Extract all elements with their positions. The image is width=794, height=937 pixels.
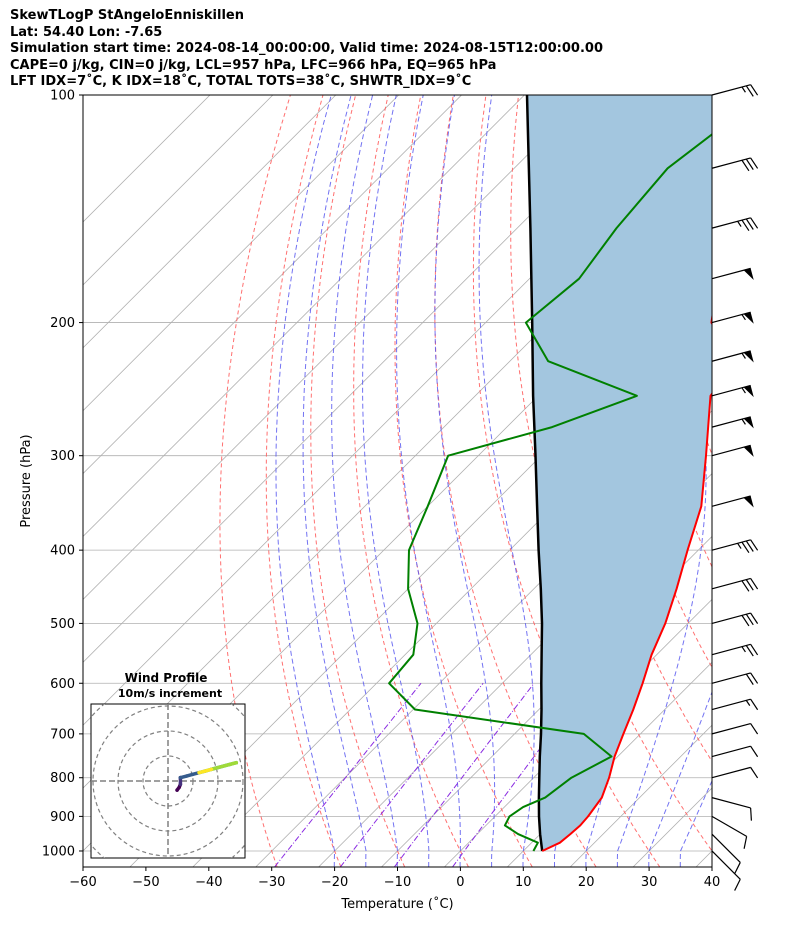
temperature-profile-line <box>541 312 712 852</box>
y-tick-label: 900 <box>50 810 75 825</box>
chart-header: SkewTLogP StAngeloEnniskillen Lat: 54.40… <box>10 8 790 91</box>
dry-adiabat <box>219 95 291 867</box>
hodograph-segment <box>209 762 232 772</box>
isotherm <box>83 95 588 600</box>
y-tick-label: 300 <box>50 449 75 464</box>
y-tick-label: 700 <box>50 727 75 742</box>
moist-adiabat <box>648 690 712 867</box>
isotherm <box>569 724 712 867</box>
dry-adiabat <box>779 95 794 867</box>
wind-barb <box>711 833 741 875</box>
y-tick-label: 600 <box>50 677 75 692</box>
x-tick-label: 40 <box>704 875 721 890</box>
mixing-ratio-line <box>393 682 535 867</box>
wind-barb <box>711 722 759 735</box>
dry-adiabat <box>265 95 342 867</box>
y-tick-label: 100 <box>50 89 75 104</box>
chart-title: SkewTLogP StAngeloEnniskillen <box>10 8 244 23</box>
moist-adiabat <box>331 95 399 867</box>
wind-barb <box>711 495 754 508</box>
y-tick-label: 500 <box>50 617 75 632</box>
dry-adiabat <box>394 95 533 867</box>
wind-barb <box>711 797 752 821</box>
wind-barb <box>711 745 759 758</box>
wind-barb <box>711 444 754 457</box>
wind-barb <box>711 217 759 231</box>
index-line: LFT IDX=7˚C, K IDX=18˚C, TOTAL TOTS=38˚C… <box>10 74 472 89</box>
x-tick-label: −60 <box>69 875 96 890</box>
wind-barb <box>711 672 759 685</box>
wind-barb <box>711 416 754 429</box>
isotherm <box>83 95 651 663</box>
x-tick-label: −30 <box>258 875 285 890</box>
mixing-ratio-line <box>274 682 422 867</box>
hodograph-segment <box>197 769 207 775</box>
hodograph-title: Wind Profile <box>125 671 208 685</box>
wind-barb <box>711 815 748 849</box>
y-tick-label: 1000 <box>42 844 75 859</box>
dry-adiabat <box>353 95 469 867</box>
x-tick-label: 20 <box>578 875 595 890</box>
isotherm <box>129 284 712 867</box>
x-tick-label: −10 <box>384 875 411 890</box>
x-tick-label: −20 <box>321 875 348 890</box>
dry-adiabat <box>510 95 712 852</box>
moist-adiabat <box>275 95 336 867</box>
wind-barb <box>711 157 759 172</box>
cin-shading <box>527 95 712 851</box>
wind-barb <box>711 577 759 592</box>
isotherm <box>83 95 462 475</box>
moist-adiabat <box>434 95 496 867</box>
wind-barb <box>711 643 759 657</box>
isotherm <box>255 410 712 867</box>
wind-barb <box>711 766 759 779</box>
wind-barb <box>711 84 759 97</box>
isotherm <box>381 535 712 867</box>
y-tick-label: 800 <box>50 771 75 786</box>
moist-adiabat <box>362 95 430 867</box>
isotherm <box>83 95 337 349</box>
location-line: Lat: 54.40 Lon: -7.65 <box>10 24 163 40</box>
mixing-ratio-line <box>339 682 484 867</box>
moist-adiabat <box>302 95 367 867</box>
x-tick-label: 10 <box>515 875 532 890</box>
x-tick-label: −40 <box>195 875 222 890</box>
dewpoint-profile-line <box>388 133 712 852</box>
y-axis-label: Pressure (hPa) <box>19 434 34 527</box>
isotherm <box>83 95 399 412</box>
x-tick-label: 0 <box>456 875 464 890</box>
wind-barb <box>711 539 759 554</box>
wind-barb <box>711 267 754 280</box>
cape-line: CAPE=0 j/kg, CIN=0 j/kg, LCL=957 hPa, LF… <box>10 57 497 73</box>
moist-adiabat <box>679 779 712 867</box>
moist-adiabat <box>478 95 535 867</box>
y-tick-label: 400 <box>50 544 75 559</box>
wind-barb <box>711 384 754 398</box>
x-tick-label: −50 <box>132 875 159 890</box>
wind-profile-hodograph: Wind Profile 10m/s increment <box>90 671 246 859</box>
wind-barb <box>711 311 754 324</box>
wind-barb <box>711 698 759 711</box>
isotherm <box>83 95 525 538</box>
moist-adiabat <box>396 95 461 867</box>
y-tick-label: 200 <box>50 316 75 331</box>
isotherm <box>506 661 712 867</box>
parcel-profile-line <box>525 95 544 852</box>
wind-barb <box>711 350 754 363</box>
x-axis-label: Temperature (˚C) <box>340 896 453 912</box>
wind-barb <box>711 612 759 627</box>
wind-barb <box>711 850 741 891</box>
time-line: Simulation start time: 2024-08-14_00:00:… <box>10 41 603 56</box>
isotherm <box>83 95 274 286</box>
x-tick-label: 30 <box>641 875 658 890</box>
hodograph-subtitle: 10m/s increment <box>118 687 222 700</box>
